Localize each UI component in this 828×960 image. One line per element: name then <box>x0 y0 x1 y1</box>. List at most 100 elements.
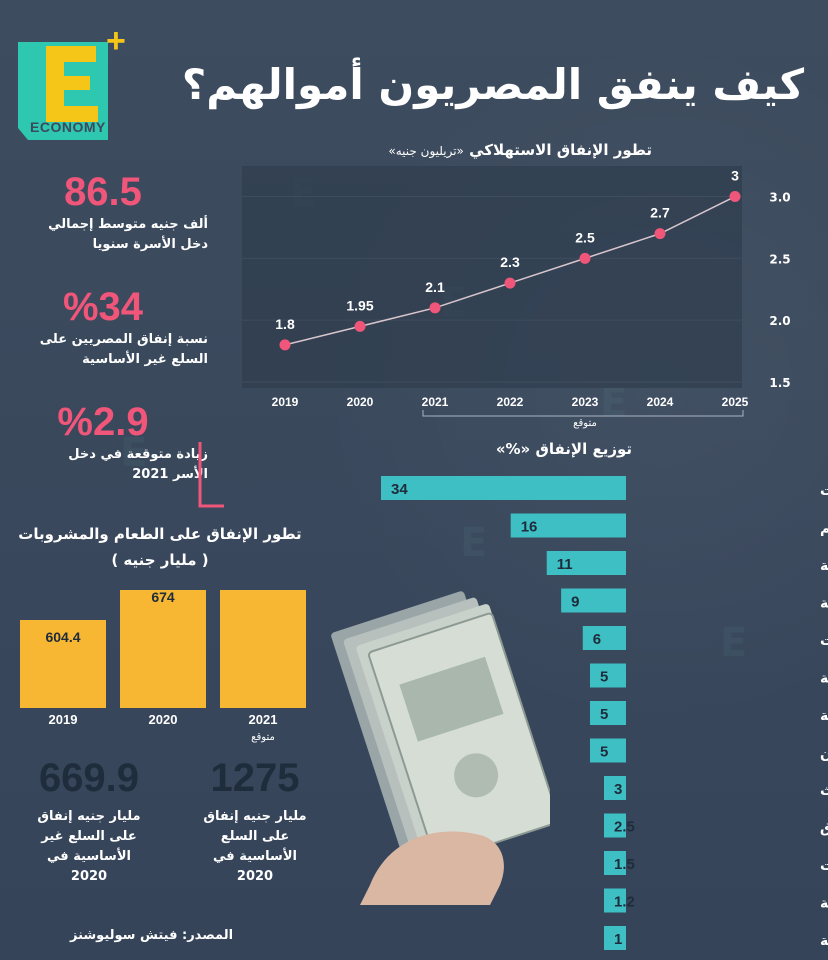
stat-line: 2020 <box>70 869 108 884</box>
source-credit: المصدر: فيتش سوليوشنز <box>70 928 234 943</box>
stat-value: 1275 <box>210 756 300 800</box>
kpi-text: ألف جنيه متوسط إجمالي دخل الأسرة سنويا <box>0 215 208 255</box>
kpi-value: %34 <box>62 285 144 329</box>
kpi-household-income: 86.5 ألف جنيه متوسط إجمالي دخل الأسرة سن… <box>0 170 208 255</box>
x-tick-label: 2019 <box>272 395 299 409</box>
bar <box>589 738 626 763</box>
bar-value-label: 5 <box>600 744 608 761</box>
bar-value-label: 5 <box>600 706 608 723</box>
data-point <box>504 277 516 289</box>
stat-line: على السلع <box>220 829 290 844</box>
bar-value-label: 9 <box>571 594 579 611</box>
kpi-value: %2.9 <box>57 400 149 444</box>
forecast-label: متوقع <box>251 732 275 743</box>
consumer-spending-line-chart: 1.5 2.0 2.5 3.0 1.8 2019 1.95 2020 2.1 2021 2.3 202… <box>242 166 791 429</box>
data-point <box>579 252 591 264</box>
kpi-text-line: السلع غير الأساسية <box>82 352 208 367</box>
page-title: كيف ينفق المصريون أموالهم؟ <box>181 60 804 109</box>
category-label: صحة <box>820 558 828 574</box>
bar-value-label: 2.5 <box>614 819 635 836</box>
x-tick-label: 2020 <box>149 712 178 727</box>
stat-description: مليار جنيه إنفاق على السلع الأساسية في 2… <box>190 807 320 887</box>
x-tick-label: 2022 <box>497 395 524 409</box>
watermark-logo: E <box>720 620 748 666</box>
bar-value-label: 11 <box>557 556 573 573</box>
stat-value: 669.9 <box>38 756 140 800</box>
logo-icon <box>18 42 108 140</box>
bar-value-label: 3 <box>614 781 622 798</box>
bar <box>510 513 626 538</box>
category-label: مواصلات <box>820 633 828 649</box>
bar-value-label: 1.5 <box>614 856 635 873</box>
bar <box>561 588 626 613</box>
bar-value-label: 1 <box>614 931 622 948</box>
category-label: اتصالات <box>820 858 828 874</box>
bar <box>220 590 306 708</box>
category-label: عناية شخصية <box>820 896 828 912</box>
category-label: مصروفات شخصية <box>820 596 828 612</box>
food-chart-unit: ( مليار جنيه ) <box>111 551 209 569</box>
bar <box>604 926 626 950</box>
data-point <box>729 191 741 203</box>
watermark-logo: E <box>120 430 148 476</box>
category-label: تدخين ومشروبات روحية <box>820 708 828 724</box>
bar <box>604 851 626 875</box>
stat-description: مليار جنيه إنفاق على السلع غير الأساسية … <box>24 807 154 887</box>
data-label: 1.8 <box>275 316 295 332</box>
data-point <box>429 302 441 314</box>
kpi-text-line: الأسر 2021 <box>132 467 208 482</box>
bar-value-label: 5 <box>600 669 608 686</box>
food-spending-bar-chart: 604.420196742020709.92021متوقع <box>20 590 306 743</box>
data-label: 2.1 <box>425 279 445 295</box>
x-tick-label: 2024 <box>647 395 674 409</box>
kpi-value: 86.5 <box>64 170 142 214</box>
bar <box>604 888 626 913</box>
bar <box>589 701 626 725</box>
y-tick-label: 2.5 <box>769 252 790 266</box>
kpi-text: نسبة إنفاق المصريين على السلع غير الأساس… <box>0 330 208 370</box>
data-label: 3 <box>731 168 739 184</box>
kpi-text-line: دخل الأسرة سنويا <box>92 237 208 252</box>
bar <box>604 813 626 838</box>
stat-line: مليار جنيه إنفاق <box>203 809 307 824</box>
money-illustration <box>331 591 550 905</box>
category-label: مطاعم وفنادق <box>820 821 828 837</box>
bar <box>582 626 626 650</box>
economy-plus-logo: + ECONOMY <box>16 22 134 146</box>
line-chart-unit: «تريليون جنيه» <box>388 144 464 158</box>
distribution-chart-title: توزيع الإنفاق «%» <box>495 440 632 458</box>
spending-distribution-chart: 34طعام ومشروبات16تعليم11صحة9مصروفات شخصي… <box>381 476 828 950</box>
x-tick-label: 2021 <box>249 712 278 727</box>
data-label: 1.95 <box>346 297 373 313</box>
logo-word: ECONOMY <box>30 119 106 135</box>
plot-background <box>242 166 742 388</box>
category-label: ملابس وأحذية <box>820 669 828 687</box>
kpi-income-growth: %2.9 زيادة متوقعة في دخل الأسر 2021 <box>0 400 224 508</box>
line-chart-title-text: تطور الإنفاق الاستهلاكي <box>469 141 652 159</box>
stat-essential-spending: 1275 مليار جنيه إنفاق على السلع الأساسية… <box>190 756 320 887</box>
category-label: أثاث <box>820 781 828 799</box>
bar-value-label: 674 <box>151 590 175 605</box>
bar <box>120 590 206 708</box>
stat-line: الأساسية في <box>213 849 297 864</box>
stat-nonessential-spending: 669.9 مليار جنيه إنفاق على السلع غير الأ… <box>24 756 154 887</box>
food-chart-title-line: تطور الإنفاق على الطعام والمشروبات <box>18 525 302 543</box>
food-chart-title: تطور الإنفاق على الطعام والمشروبات ( ملي… <box>10 521 310 573</box>
x-tick-label: 2025 <box>722 395 749 409</box>
data-label: 2.3 <box>500 254 520 270</box>
y-tick-label: 2.0 <box>769 314 790 328</box>
x-tick-label: 2020 <box>347 395 374 409</box>
bar-value-label: 16 <box>521 519 538 536</box>
data-label: 2.5 <box>575 229 595 245</box>
x-tick-label: 2021 <box>422 395 449 409</box>
bar <box>589 663 626 688</box>
bar-value-label: 1.2 <box>614 894 635 911</box>
data-point <box>354 320 366 332</box>
stat-line: على السلع غير <box>41 829 137 844</box>
watermark-logo: E <box>460 520 488 566</box>
kpi-text-line: نسبة إنفاق المصريين على <box>39 332 208 347</box>
category-label: طعام ومشروبات <box>820 483 828 499</box>
bar <box>381 476 626 500</box>
y-tick-label: 1.5 <box>769 376 790 390</box>
line-chart-title: تطور الإنفاق الاستهلاكي «تريليون جنيه» <box>388 141 652 159</box>
